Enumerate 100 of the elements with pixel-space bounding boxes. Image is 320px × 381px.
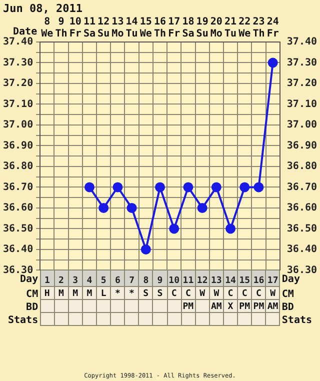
x2-tick-label: 13 <box>211 276 222 286</box>
y2-tick-label: 36.80 <box>286 161 318 172</box>
y-tick-label: 37.20 <box>2 78 34 90</box>
chart-title: Jun 08, 2011 <box>3 2 83 15</box>
text: C <box>171 288 177 298</box>
x-tick-label: 19 Su <box>196 16 208 40</box>
text: M <box>72 288 78 298</box>
text: CM <box>26 289 38 300</box>
x-tick-label: 22 We <box>238 16 251 40</box>
point <box>254 182 264 192</box>
y2-tick-label: 37.40 <box>286 36 318 48</box>
y2-tick-label: 37.10 <box>286 98 318 110</box>
x2-tick-label: 4 <box>86 276 93 286</box>
y-tick-label: 37.40 <box>2 36 34 48</box>
point <box>183 182 194 192</box>
point <box>226 224 236 234</box>
point <box>98 202 109 213</box>
text: X <box>228 302 234 312</box>
text: W <box>214 288 220 298</box>
x-tick-label: 21 Tu <box>224 16 237 40</box>
y-tick-label: 37.10 <box>2 98 34 110</box>
text: M <box>86 288 92 298</box>
x2-tick-label: 9 <box>157 276 163 286</box>
text: Stats <box>8 315 38 326</box>
x2-tick-label: 2 <box>58 276 64 286</box>
point <box>126 202 137 213</box>
text: C <box>256 288 262 298</box>
text: * <box>129 288 134 298</box>
x2-tick-label: 12 <box>196 276 208 286</box>
text: M <box>58 288 64 298</box>
text: CM <box>282 289 294 300</box>
x2-tick-label: 6 <box>114 276 120 286</box>
text: PM <box>182 302 194 312</box>
text: Day <box>20 274 38 286</box>
text: BD <box>26 302 38 314</box>
y2-tick-label: 37.00 <box>286 120 318 131</box>
x2-tick-label: 3 <box>72 276 78 286</box>
x2-tick-label: 1 <box>44 276 50 286</box>
x-tick-label: 13 Mo <box>112 16 124 40</box>
x-axis-title: Date <box>13 26 38 38</box>
text: Stats <box>282 315 312 326</box>
y2-tick-label: 36.30 <box>286 264 318 276</box>
y2-tick-label: 36.50 <box>286 223 318 234</box>
y-tick-label: 36.70 <box>2 182 34 193</box>
point <box>155 182 165 192</box>
x-tick-label: 16 Th <box>154 16 166 40</box>
x-tick-label: 18 Sa <box>182 16 194 40</box>
y2-tick-label: 36.70 <box>286 182 318 193</box>
point <box>140 244 151 254</box>
x-tick-label: 23 Th <box>252 16 265 40</box>
y2-tick-label: 37.20 <box>286 78 318 90</box>
x2-tick-label: 8 <box>143 276 149 286</box>
y2-tick-label: 36.40 <box>286 244 318 256</box>
point <box>211 182 222 192</box>
text: C <box>228 288 234 298</box>
x-tick-label: 24 Fr <box>266 16 279 40</box>
point <box>240 182 250 192</box>
y2-tick-label: 37.30 <box>286 57 318 68</box>
text: C <box>242 288 248 298</box>
x-tick-label: 10 Fr <box>69 16 82 40</box>
x-tick-label: 8 We <box>41 16 54 40</box>
x-tick-label: 12 Su <box>98 16 110 40</box>
x2-axis-title: Day <box>282 274 300 286</box>
x-tick-label: 20 Mo <box>210 16 222 40</box>
x2-tick-label: 16 <box>253 276 264 286</box>
x-tick-label: 15 We <box>140 16 152 40</box>
y-tick-label: 36.30 <box>2 264 34 276</box>
text: H <box>44 288 50 298</box>
x2-tick-label: 15 <box>239 276 250 286</box>
x-tick-label: 11 Sa <box>83 16 96 40</box>
y-tick-label: 36.40 <box>2 244 34 256</box>
y-tick-label: 36.60 <box>2 202 34 214</box>
text: S <box>157 288 163 298</box>
x-tick-label: 17 Fr <box>168 16 180 40</box>
text: L <box>100 288 106 298</box>
point <box>268 58 278 68</box>
x2-tick-label: 14 <box>225 276 237 286</box>
y-tick-label: 36.50 <box>2 223 34 234</box>
x2-tick-label: 17 <box>267 276 278 286</box>
point <box>197 202 208 213</box>
y2-tick-label: 36.90 <box>286 140 318 152</box>
x2-tick-label: 10 <box>168 276 180 286</box>
text: BD <box>282 302 294 314</box>
text: * <box>114 288 120 298</box>
text: PM <box>253 302 264 312</box>
y2-tick-label: 36.60 <box>286 202 318 214</box>
point <box>84 182 94 192</box>
y-tick-label: 37.30 <box>2 57 34 68</box>
x-tick-label: 9 Th <box>55 16 68 40</box>
y-tick-label: 36.90 <box>2 140 34 152</box>
x2-tick-label: 7 <box>129 276 134 286</box>
x2-tick-label: 5 <box>100 276 106 286</box>
x-tick-label: 14 Tu <box>126 16 138 40</box>
text: W <box>270 288 276 298</box>
y-tick-label: 36.80 <box>2 161 34 172</box>
point <box>169 224 180 234</box>
text: PM <box>239 302 250 312</box>
text: C <box>185 288 191 298</box>
text: AM <box>210 302 222 312</box>
text: AM <box>267 302 278 312</box>
